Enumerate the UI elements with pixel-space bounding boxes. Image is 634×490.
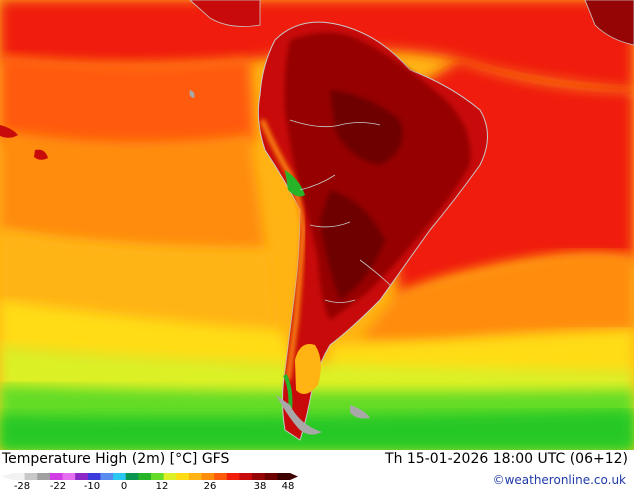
scale-swatch — [62, 473, 76, 480]
temperature-map-canvas — [0, 0, 634, 450]
color-scale-swatches — [2, 473, 298, 480]
scale-max-arrow — [290, 473, 298, 480]
scale-tick-label: 26 — [204, 481, 217, 490]
color-scale-ticks: -28 -22 -10 0 12 26 38 48 — [14, 481, 295, 490]
scale-swatch — [113, 473, 127, 480]
scale-swatch — [138, 473, 152, 480]
scale-tick-label: -22 — [50, 481, 66, 490]
scale-tick-label: 38 — [254, 481, 267, 490]
map-title: Temperature High (2m) [°C] GFS — [2, 451, 230, 467]
south-america-landmass — [257, 21, 488, 441]
scale-swatch — [277, 473, 291, 480]
forecast-datetime: Th 15-01-2026 18:00 UTC (06+12) — [385, 451, 628, 467]
map-footer: Temperature High (2m) [°C] GFS Th 15-01-… — [0, 450, 634, 490]
scale-swatch — [214, 473, 228, 480]
scale-min-arrow — [2, 473, 12, 480]
scale-swatch — [125, 473, 139, 480]
scale-tick-label: 12 — [156, 481, 169, 490]
scale-swatch — [264, 473, 278, 480]
scale-swatch — [49, 473, 63, 480]
scale-tick-label: 48 — [282, 481, 295, 490]
scale-swatch — [24, 473, 38, 480]
scale-swatch — [239, 473, 253, 480]
scale-swatch — [163, 473, 177, 480]
credit-link[interactable]: ©weatheronline.co.uk — [492, 473, 626, 487]
scale-swatch — [75, 473, 89, 480]
scale-swatch — [252, 473, 266, 480]
scale-tick-label: -10 — [84, 481, 100, 490]
islands — [0, 0, 634, 160]
scale-swatch — [100, 473, 114, 480]
weather-map — [0, 0, 634, 450]
scale-swatch — [12, 473, 26, 480]
scale-swatch — [188, 473, 202, 480]
scale-swatch — [226, 473, 240, 480]
scale-swatch — [87, 473, 101, 480]
scale-tick-label: -28 — [14, 481, 30, 490]
color-scale-legend: -28 -22 -10 0 12 26 38 48 — [2, 473, 298, 490]
scale-swatch — [37, 473, 51, 480]
scale-swatch — [176, 473, 190, 480]
scale-swatch — [201, 473, 215, 480]
scale-swatch — [151, 473, 165, 480]
scale-tick-label: 0 — [121, 481, 127, 490]
country-borders — [289, 119, 391, 303]
